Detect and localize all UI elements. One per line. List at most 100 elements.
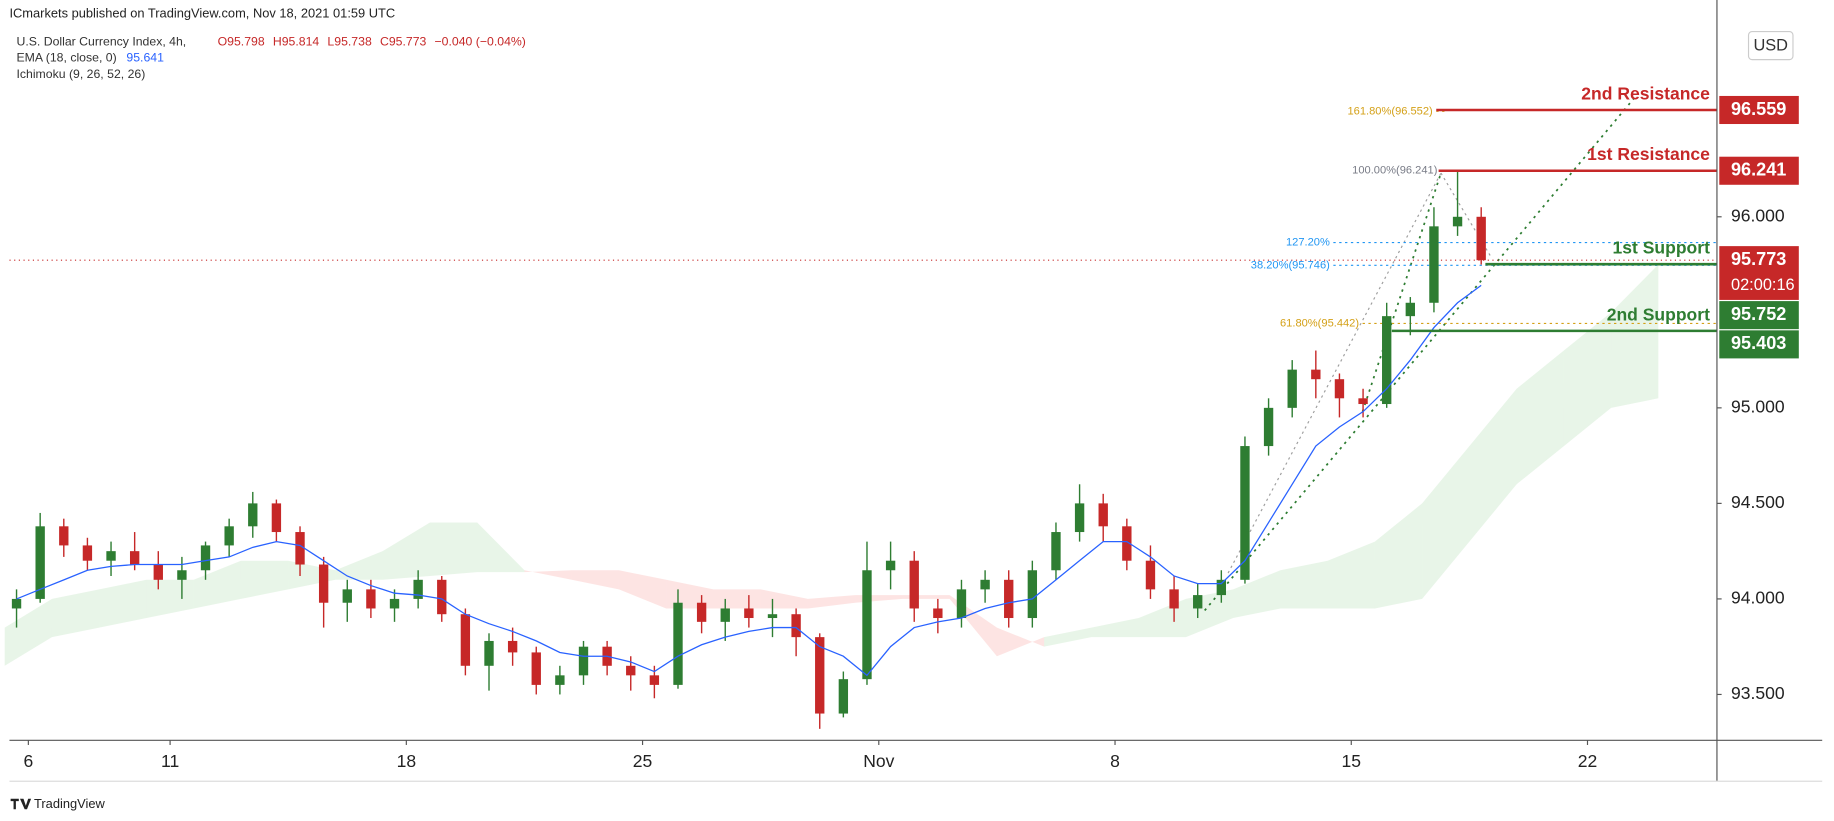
candle-body (129, 551, 140, 565)
cloud-segment (335, 551, 383, 580)
candle-body (1429, 226, 1439, 303)
candle-body (815, 637, 825, 714)
price-badge-label: 95.403 (1731, 333, 1786, 353)
chart-title: U.S. Dollar Currency Index, 4h, (16, 34, 186, 48)
candle-body (106, 551, 116, 561)
ema-legend: EMA (18, close, 0) (16, 51, 116, 65)
candle-body (909, 560, 919, 609)
candle-body (531, 652, 541, 685)
cloud-segment (99, 579, 147, 628)
candle-body (673, 602, 683, 685)
candle-body (1240, 446, 1250, 580)
cloud-segment (760, 589, 808, 609)
cloud-segment (1327, 541, 1375, 609)
x-tick-label: 8 (1110, 751, 1120, 771)
cloud-segment (996, 627, 1045, 657)
candle-body (1452, 216, 1463, 227)
cloud-segment (429, 522, 478, 576)
price-badge-label: 95.773 (1731, 249, 1786, 269)
cloud-segment (1422, 446, 1470, 599)
cloud-segment (146, 579, 194, 619)
cloud-segment (4, 598, 52, 666)
publisher: ICmarkets published on TradingView.com, … (9, 5, 395, 20)
candle-body (1216, 579, 1227, 596)
currency[interactable]: USD (1753, 37, 1788, 55)
cloud-segment (1280, 560, 1328, 609)
ohlc-legend: O95.798 H95.814 L95.738 C95.773 −0.040 (−0.0… (218, 34, 526, 48)
cloud-segment (1563, 312, 1612, 447)
x-tick-label: 25 (633, 751, 653, 771)
candle-body (1405, 302, 1415, 317)
candle-body (200, 545, 211, 571)
cloud-segment (193, 560, 241, 609)
candle-body (1145, 560, 1156, 590)
level-label: 1st Resistance (1587, 144, 1710, 164)
cloud-segment (524, 570, 572, 580)
level-label: 2nd Resistance (1581, 83, 1710, 103)
candle-body (1358, 398, 1368, 405)
ema-last-value: 95.641 (126, 51, 164, 65)
candle-body (248, 503, 258, 527)
fib-line (1440, 172, 1492, 258)
tv-logo (10, 798, 32, 810)
candle-body (1122, 526, 1132, 561)
candle-body (933, 608, 943, 619)
candle-body (484, 640, 494, 666)
candle-body (413, 579, 423, 599)
cloud-segment (1516, 350, 1564, 485)
candle-body (224, 526, 234, 546)
cloud-segment (382, 522, 430, 580)
candle-body (295, 532, 305, 565)
candle-body (35, 526, 45, 599)
x-tick-label: 11 (161, 751, 179, 771)
candle-body (626, 665, 636, 676)
cloud-segment (713, 589, 761, 609)
fib-line (1227, 172, 1442, 574)
y-tick-label: 96.000 (1731, 205, 1785, 225)
candle-body (1051, 532, 1061, 571)
footer: TradingView (34, 796, 105, 811)
cloud-segment (855, 595, 903, 603)
candle-body (1193, 595, 1203, 609)
candle-body (82, 545, 93, 561)
cloud-segment (618, 570, 667, 609)
x-tick-label: 15 (1342, 751, 1362, 771)
price-badge (1719, 95, 1799, 125)
candle-body (1098, 503, 1108, 527)
cloud-segment (571, 570, 619, 590)
price-badge-label: 95.752 (1731, 304, 1786, 324)
cloud-segment (240, 560, 289, 599)
x-tick-label: 22 (1578, 751, 1598, 771)
candle-body (1287, 369, 1297, 408)
plot: 161.80%(96.552) 100.00%(96.241) 127.20% 38.… (9, 83, 1717, 729)
cloud-segment (1469, 388, 1517, 542)
y-tick-label: 95.000 (1731, 396, 1785, 416)
price-badge-label: 96.241 (1731, 160, 1786, 180)
cloud-segment (949, 595, 997, 657)
fib-label: 161.80%(96.552) (1348, 105, 1434, 117)
price-badge (1719, 246, 1799, 300)
cloud-segment (902, 595, 950, 599)
candle-body (1382, 316, 1392, 405)
x-tick-label: 6 (23, 751, 33, 771)
candle-body (744, 608, 754, 619)
candle-body (838, 679, 849, 714)
trend-line (1361, 172, 1442, 412)
cloud-segment (807, 595, 856, 609)
ohlc-value: L95.738 (327, 34, 372, 48)
candle-body (507, 640, 518, 653)
candle-body (318, 564, 329, 603)
candle-body (1476, 216, 1486, 261)
candle-body (956, 589, 967, 619)
ohlc-value: O95.798 (218, 34, 265, 48)
fib-label: 38.20%(95.746) (1251, 259, 1330, 271)
currency-box[interactable] (1747, 30, 1794, 61)
x-tick-label: 18 (397, 751, 417, 771)
ohlc-value: C95.773 (380, 34, 427, 48)
price-badge-label: 96.559 (1731, 99, 1786, 119)
candle-body (389, 598, 400, 609)
candle-body (1004, 579, 1014, 619)
y-tick-label: 94.000 (1731, 588, 1785, 608)
candle-body (1263, 407, 1274, 447)
